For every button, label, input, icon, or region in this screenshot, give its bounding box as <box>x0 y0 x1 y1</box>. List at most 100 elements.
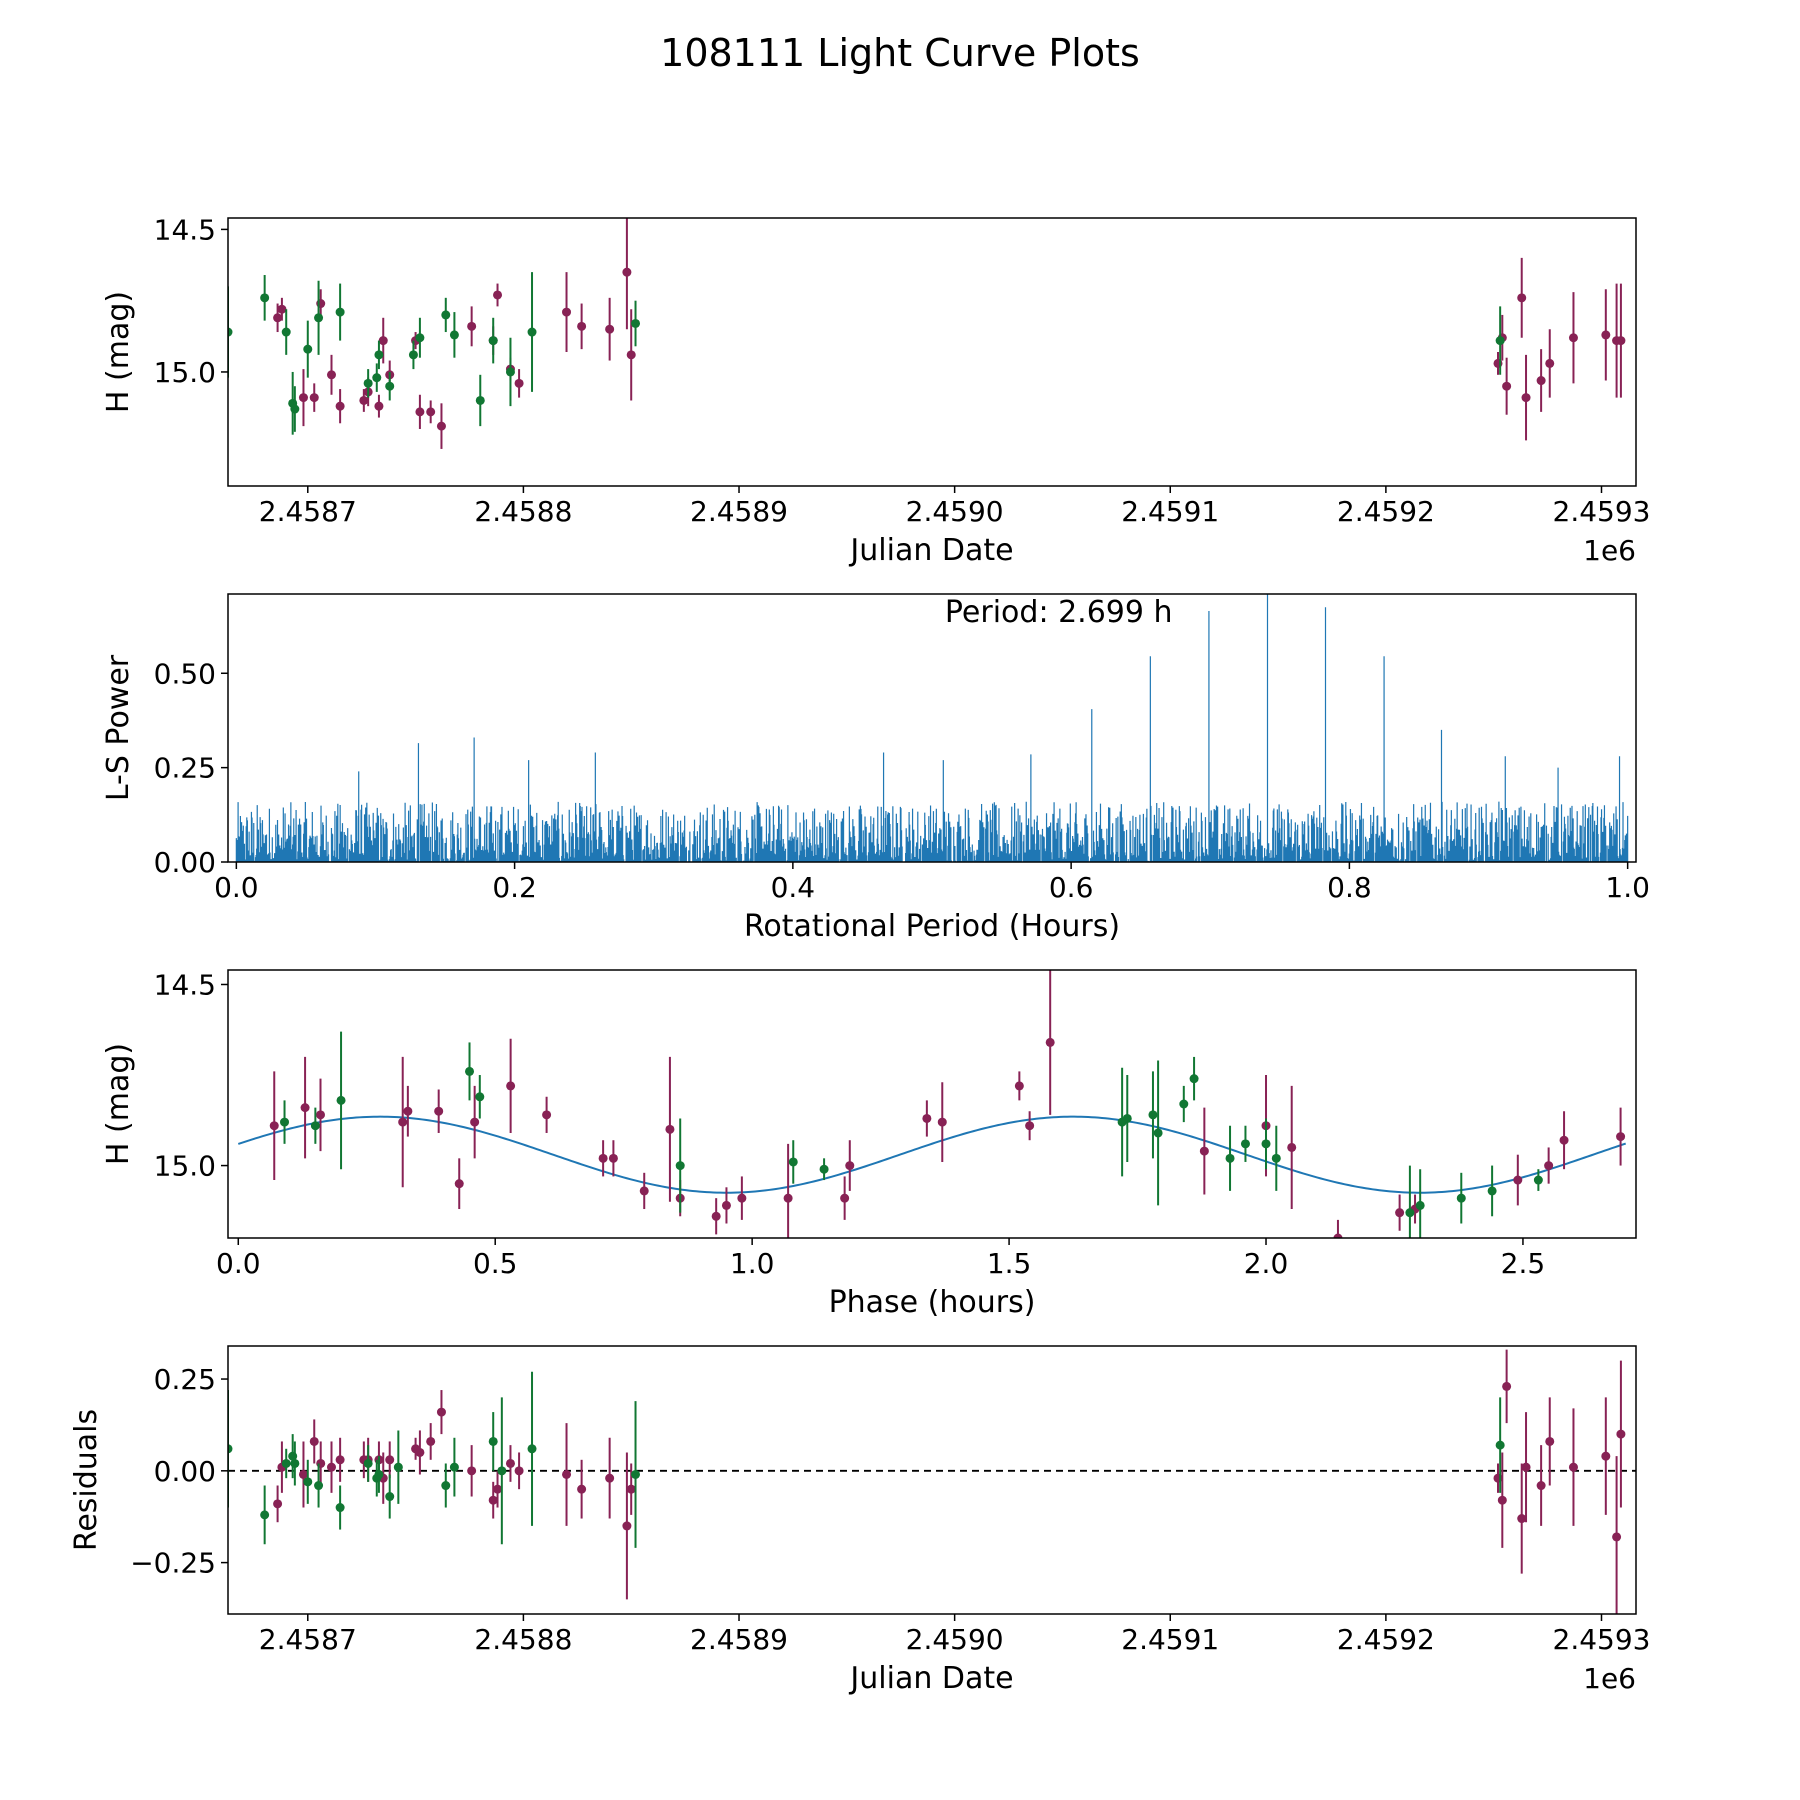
data-point <box>1521 1462 1531 1472</box>
data-point <box>527 327 537 337</box>
y-tick-label: 14.5 <box>154 968 216 1001</box>
y-tick-label: 0.00 <box>154 846 216 879</box>
data-point <box>290 404 300 414</box>
data-point <box>449 1462 459 1472</box>
data-point <box>1616 336 1626 346</box>
data-point <box>675 1161 685 1171</box>
x-tick-label: 1.0 <box>1605 871 1650 904</box>
data-point <box>711 1211 721 1221</box>
data-point <box>260 1510 270 1520</box>
data-point <box>845 1161 855 1171</box>
data-point <box>281 327 291 337</box>
data-point <box>1487 1186 1497 1196</box>
data-point <box>415 407 425 417</box>
data-point <box>1545 1436 1555 1446</box>
data-point <box>1122 1113 1132 1123</box>
data-point <box>1616 1429 1626 1439</box>
data-point <box>310 1121 320 1131</box>
data-point <box>269 1121 279 1131</box>
data-point <box>493 290 503 300</box>
data-point <box>1495 336 1505 346</box>
data-point <box>631 318 641 328</box>
data-point <box>1559 1135 1569 1145</box>
data-point <box>1456 1193 1466 1203</box>
data-point <box>605 324 615 334</box>
x-tick-label: 0.5 <box>473 1247 518 1280</box>
data-point <box>721 1200 731 1210</box>
lightcurve-panel: 2.4587 2.4588 2.4589 2.4590 2.4591 2.4592 2.45… <box>101 213 1650 568</box>
data-point <box>393 1462 403 1472</box>
data-point <box>1521 393 1531 403</box>
period-annotation: Period: 2.699 h <box>945 595 1173 630</box>
y-tick-label: 15.0 <box>154 1150 216 1183</box>
data-point <box>273 313 283 323</box>
data-point <box>372 373 382 383</box>
plot-frame <box>227 593 1637 863</box>
y-axis-label: L-S Power <box>101 654 136 801</box>
data-point <box>1014 1081 1024 1091</box>
data-point <box>1179 1099 1189 1109</box>
data-point <box>1025 1121 1035 1131</box>
data-point <box>577 1484 587 1494</box>
data-point <box>1148 1110 1158 1120</box>
data-point <box>622 267 632 277</box>
phase-panel: 0.0 0.5 1.0 1.5 2.0 2.5 15.0 14.5 Phase (hours) H… <box>101 968 1637 1320</box>
data-point <box>1045 1037 1055 1047</box>
data-point <box>359 395 369 405</box>
data-point <box>505 367 515 377</box>
data-point <box>577 321 587 331</box>
data-point <box>514 1466 524 1476</box>
data-point <box>1225 1153 1235 1163</box>
data-point <box>315 1110 325 1120</box>
data-point <box>385 1455 395 1465</box>
x-tick-label: 2.4591 <box>1121 1623 1219 1656</box>
data-point <box>1612 1532 1622 1542</box>
data-point <box>488 1495 498 1505</box>
data-point <box>326 1462 336 1472</box>
x-axis-label: Phase (hours) <box>829 1285 1036 1320</box>
x-tick-label: 2.4589 <box>690 1623 788 1656</box>
data-point <box>467 321 477 331</box>
data-point <box>1271 1153 1281 1163</box>
lightcurve-points <box>228 218 1626 449</box>
data-point <box>426 1436 436 1446</box>
data-point <box>783 1193 793 1203</box>
data-point <box>309 1436 319 1446</box>
data-point <box>598 1153 608 1163</box>
data-point <box>1536 1481 1546 1491</box>
plot-frame <box>227 1345 1637 1615</box>
x-axis-label: Rotational Period (Hours) <box>744 909 1120 944</box>
data-point <box>631 1469 641 1479</box>
data-point <box>436 421 446 431</box>
data-point <box>260 293 270 303</box>
data-point <box>335 1455 345 1465</box>
data-point <box>280 1117 290 1127</box>
data-point <box>335 401 345 411</box>
x-tick-label: 2.5 <box>1501 1247 1546 1280</box>
x-tick-label: 0.2 <box>492 871 537 904</box>
data-point <box>527 1444 537 1454</box>
data-point <box>335 1503 345 1513</box>
data-point <box>374 401 384 411</box>
data-point <box>441 310 451 320</box>
data-point <box>737 1193 747 1203</box>
y-axis-label: Residuals <box>69 1409 104 1551</box>
data-point <box>1517 293 1527 303</box>
data-point <box>840 1193 850 1203</box>
data-point <box>277 304 287 314</box>
data-point <box>497 1466 507 1476</box>
data-point <box>1395 1208 1405 1218</box>
data-point <box>303 1477 313 1487</box>
y-tick-label: 0.50 <box>154 657 216 690</box>
data-point <box>1199 1146 1209 1156</box>
y-tick-label: 14.5 <box>154 213 216 246</box>
data-point <box>408 350 418 360</box>
data-point <box>326 370 336 380</box>
x-tick-label: 2.0 <box>1244 1247 1289 1280</box>
data-point <box>1517 1514 1527 1524</box>
data-point <box>449 330 459 340</box>
x-tick-label: 0.0 <box>216 1247 261 1280</box>
x-tick-label: 2.4593 <box>1553 1623 1651 1656</box>
y-tick-label: 15.0 <box>154 356 216 389</box>
